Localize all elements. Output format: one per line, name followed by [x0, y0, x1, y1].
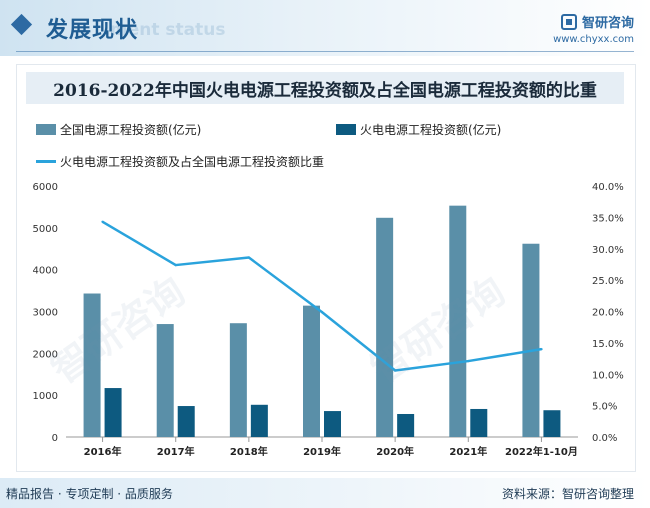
y-right-tick-label: 15.0% [592, 339, 624, 350]
brand-logo-icon [560, 13, 577, 30]
line-point [540, 347, 543, 351]
bar-total [522, 243, 540, 437]
footer-bar: 精品报告 · 专项定制 · 品质服务 资料来源：智研咨询整理 [0, 478, 650, 508]
x-tick-label: 2017年 [157, 445, 195, 458]
legend-label-total: 全国电源工程投资额(亿元) [60, 123, 202, 137]
line-point [174, 263, 177, 267]
line-point [247, 256, 251, 259]
y-right-tick-label: 0.0% [592, 433, 617, 444]
legend-label-ratio: 火电电源工程投资额及占全国电源工程投资额比重 [60, 155, 325, 169]
y-left-tick-label: 5000 [33, 224, 58, 235]
x-tick-label: 2020年 [376, 445, 414, 458]
y-right-tick-label: 5.0% [592, 402, 617, 413]
header-divider [16, 51, 634, 52]
bar-total [229, 323, 247, 437]
header-ghost-text: ment status [110, 20, 226, 40]
bar-thermal [470, 408, 488, 437]
y-left-tick-label: 2000 [33, 349, 58, 360]
y-right-tick-label: 25.0% [592, 276, 624, 287]
x-tick-label: 2016年 [84, 445, 122, 458]
line-point [393, 369, 397, 372]
bar-total [376, 217, 394, 437]
legend-item-total: 全国电源工程投资额(亿元) [36, 121, 201, 138]
chart-title-box: 2016-2022年中国火电电源工程投资额及占全国电源工程投资额的比重 [26, 72, 624, 104]
bar-total [83, 293, 101, 437]
bar-thermal [250, 404, 268, 437]
y-right-tick-label: 35.0% [592, 213, 624, 224]
chart-title: 2016-2022年中国火电电源工程投资额及占全国电源工程投资额的比重 [53, 80, 597, 101]
bar-thermal [177, 406, 195, 437]
x-tick-label: 2022年1-10月 [505, 445, 578, 458]
y-left-tick-label: 4000 [33, 266, 58, 277]
x-tick-label: 2019年 [303, 445, 341, 458]
header-bar: ment status 发展现状 智研咨询 www.chyxx.com [0, 0, 650, 56]
bar-total [303, 305, 320, 437]
y-left-tick-label: 0 [52, 433, 58, 444]
line-point [467, 359, 470, 363]
y-right-tick-label: 30.0% [592, 245, 624, 256]
bar-thermal [397, 413, 415, 437]
y-right-tick-label: 40.0% [592, 182, 624, 193]
legend-swatch-total [36, 124, 56, 135]
section-title: 发展现状 [46, 18, 139, 43]
brand: 智研咨询 www.chyxx.com [553, 12, 634, 45]
brand-name: 智研咨询 [581, 16, 634, 31]
y-left-tick-label: 1000 [33, 391, 58, 402]
bar-thermal [324, 411, 341, 437]
bar-thermal [543, 410, 561, 437]
legend-item-ratio: 火电电源工程投资额及占全国电源工程投资额比重 [36, 153, 324, 170]
y-left-tick-label: 3000 [33, 308, 58, 319]
y-right-tick-label: 20.0% [592, 308, 624, 319]
y-right-tick-label: 10.0% [592, 370, 624, 381]
legend-line-ratio [36, 160, 56, 163]
y-left-tick-label: 6000 [33, 182, 58, 193]
x-tick-label: 2021年 [449, 445, 487, 458]
legend-swatch-thermal [336, 124, 356, 135]
legend-label-thermal: 火电电源工程投资额(亿元) [360, 123, 502, 137]
line-point [320, 310, 324, 314]
bar-thermal [104, 388, 122, 437]
footer-source: 资料来源：智研咨询整理 [501, 487, 634, 501]
line-point [101, 220, 104, 223]
bar-total [156, 324, 174, 437]
brand-url: www.chyxx.com [553, 34, 634, 45]
x-tick-label: 2018年 [230, 445, 268, 458]
bar-total [449, 205, 467, 437]
legend-item-thermal: 火电电源工程投资额(亿元) [336, 121, 501, 138]
footer-slogan: 精品报告 · 专项定制 · 品质服务 [6, 487, 173, 501]
